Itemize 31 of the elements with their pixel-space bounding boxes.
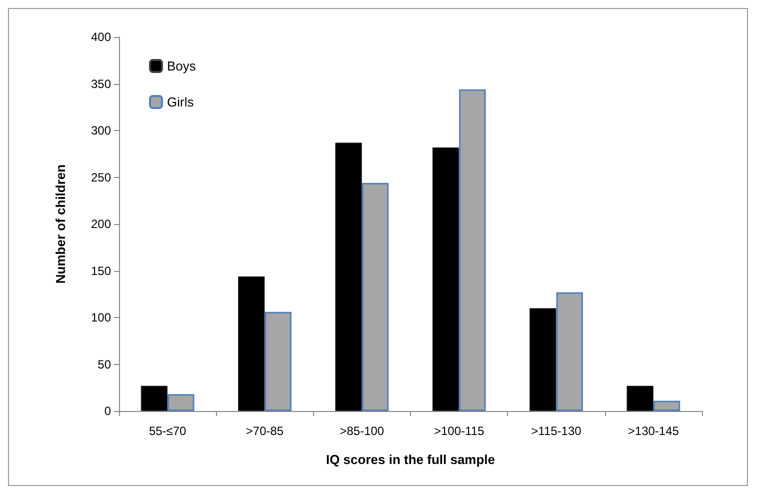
x-tick-label: >85-100 xyxy=(340,424,384,438)
y-tick-label: 350 xyxy=(90,76,112,91)
bar xyxy=(530,308,556,411)
bar xyxy=(335,142,362,411)
bar xyxy=(140,386,168,411)
x-tick-label: >130-145 xyxy=(628,424,680,438)
y-tick-label: 100 xyxy=(90,310,112,324)
x-tick-label: 55-≤70 xyxy=(148,424,187,438)
legend-label: Boys xyxy=(167,58,196,74)
y-axis-title: Number of children xyxy=(53,164,68,284)
y-tick-label: 0 xyxy=(104,404,112,418)
bar xyxy=(264,312,292,411)
bar xyxy=(168,394,194,411)
bar xyxy=(626,386,654,411)
y-tick-label: 50 xyxy=(98,357,112,372)
bar xyxy=(653,400,680,411)
bar xyxy=(432,147,460,411)
x-tick-label: >115-130 xyxy=(531,424,582,438)
y-tick-label: 200 xyxy=(90,217,112,231)
y-tick-label: 400 xyxy=(90,30,112,44)
y-tick-label: 150 xyxy=(90,264,112,278)
bar xyxy=(459,89,486,411)
y-tick-label: 250 xyxy=(90,170,112,184)
bar xyxy=(556,292,583,411)
x-tick-label: >100-115 xyxy=(434,424,484,438)
bar xyxy=(362,182,389,411)
x-axis-title: IQ scores in the full sample xyxy=(326,452,496,467)
legend-label: Girls xyxy=(167,94,194,110)
y-tick-label: 300 xyxy=(90,124,112,138)
bar xyxy=(238,276,265,411)
x-tick-label: >70-85 xyxy=(246,424,284,438)
